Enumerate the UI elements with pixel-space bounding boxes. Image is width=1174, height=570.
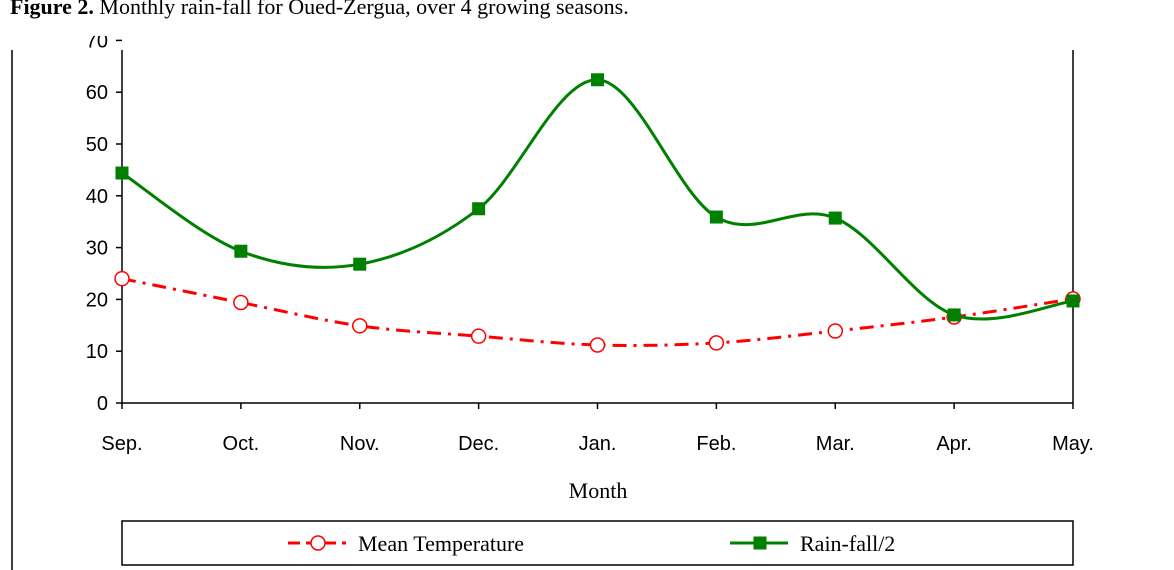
series-line (121, 78, 1074, 321)
marker (1066, 294, 1080, 308)
x-tick-label: Feb. (696, 433, 736, 455)
x-tick-label: Jan. (579, 433, 617, 455)
legend: Mean Temperature Rain-fall/2 (288, 531, 895, 556)
chart-title: Monthly rain-fall for Oued-Zergua, over … (99, 0, 628, 19)
y-tick-label: 60 (86, 82, 108, 104)
marker (589, 337, 606, 353)
caption-bg (0, 0, 1174, 36)
marker (234, 244, 248, 258)
legend-label: Mean Temperature (358, 531, 524, 556)
marker (828, 211, 842, 225)
marker (708, 335, 725, 351)
x-tick-label: Apr. (936, 433, 972, 455)
marker (233, 294, 249, 311)
marker (709, 210, 723, 224)
marker (947, 308, 961, 322)
legend-box (121, 520, 1074, 566)
x-tick-label: Mar. (816, 433, 855, 455)
x-tick-label: Dec. (458, 433, 499, 455)
caption-label: Figure 2. (10, 0, 94, 19)
y-tick-label: 0 (97, 393, 108, 415)
y-tick-label: 10 (86, 341, 108, 363)
y-tick-label: 50 (86, 134, 108, 156)
y-tick-label: 30 (86, 238, 108, 260)
y-tick-label: 20 (86, 289, 108, 311)
x-axis-label: Month (569, 478, 628, 503)
x-tick-label: May. (1052, 433, 1094, 455)
x-tick-label: Oct. (223, 433, 260, 455)
series-line (121, 277, 1074, 347)
marker (827, 323, 843, 339)
legend-label: Rain-fall/2 (800, 531, 895, 556)
marker (753, 536, 767, 550)
marker (310, 535, 326, 551)
marker (470, 328, 487, 344)
x-tick-label: Sep. (101, 433, 142, 455)
marker (115, 166, 129, 180)
x-tick-label: Nov. (340, 433, 380, 455)
marker (591, 73, 604, 87)
marker (353, 257, 367, 271)
caption: Figure 2. Monthly rain-fall for Oued-Zer… (10, 0, 629, 19)
marker (114, 270, 130, 287)
marker (352, 318, 368, 334)
y-tick-label: 40 (86, 186, 108, 208)
marker (472, 202, 486, 216)
